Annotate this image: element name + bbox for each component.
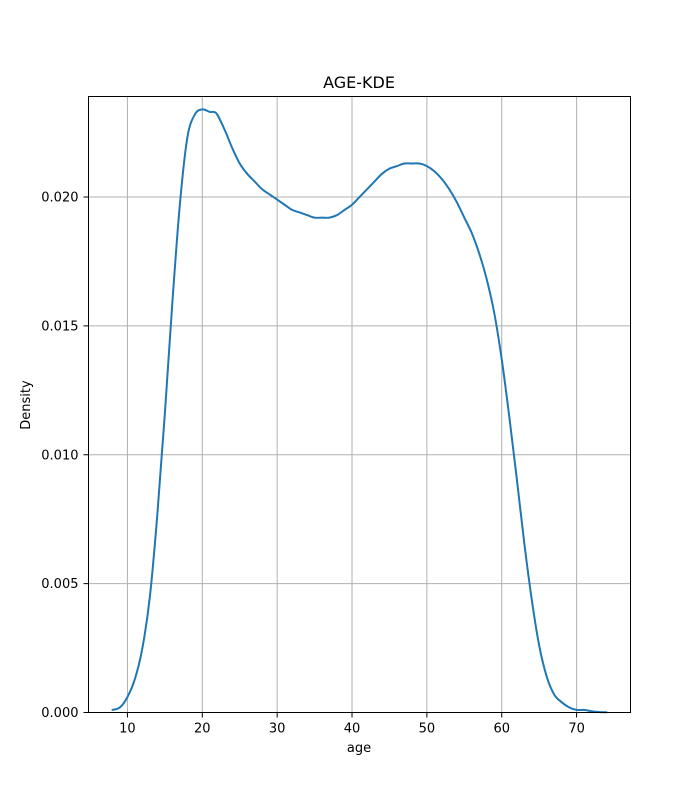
x-tick-label: 40 bbox=[344, 722, 361, 737]
axes-layer bbox=[88, 96, 631, 713]
y-tick-label: 0.015 bbox=[41, 319, 78, 334]
y-tick-label: 0.020 bbox=[41, 191, 78, 206]
x-tick-label: 20 bbox=[194, 722, 211, 737]
y-axis-label: Density bbox=[19, 380, 34, 430]
chart-title: AGE-KDE bbox=[323, 73, 395, 92]
series-layer bbox=[111, 108, 608, 714]
x-tick-label: 60 bbox=[493, 722, 510, 737]
kde-density-line bbox=[111, 108, 608, 714]
y-tick-label: 0.005 bbox=[41, 577, 78, 592]
x-tick-label: 70 bbox=[568, 722, 585, 737]
x-axis-label: age bbox=[347, 741, 371, 756]
plot-frame bbox=[88, 96, 631, 713]
x-tick-label: 10 bbox=[119, 722, 136, 737]
x-tick-label: 50 bbox=[419, 722, 436, 737]
y-tick-label: 0.000 bbox=[41, 706, 78, 721]
ticks-layer: 10 20 30 40 50 60 70 0.000 0.005 0.010 0.015 0.020 bbox=[41, 191, 585, 737]
x-tick-label: 30 bbox=[269, 722, 286, 737]
y-tick-label: 0.010 bbox=[41, 448, 78, 463]
grid-layer bbox=[88, 96, 631, 713]
